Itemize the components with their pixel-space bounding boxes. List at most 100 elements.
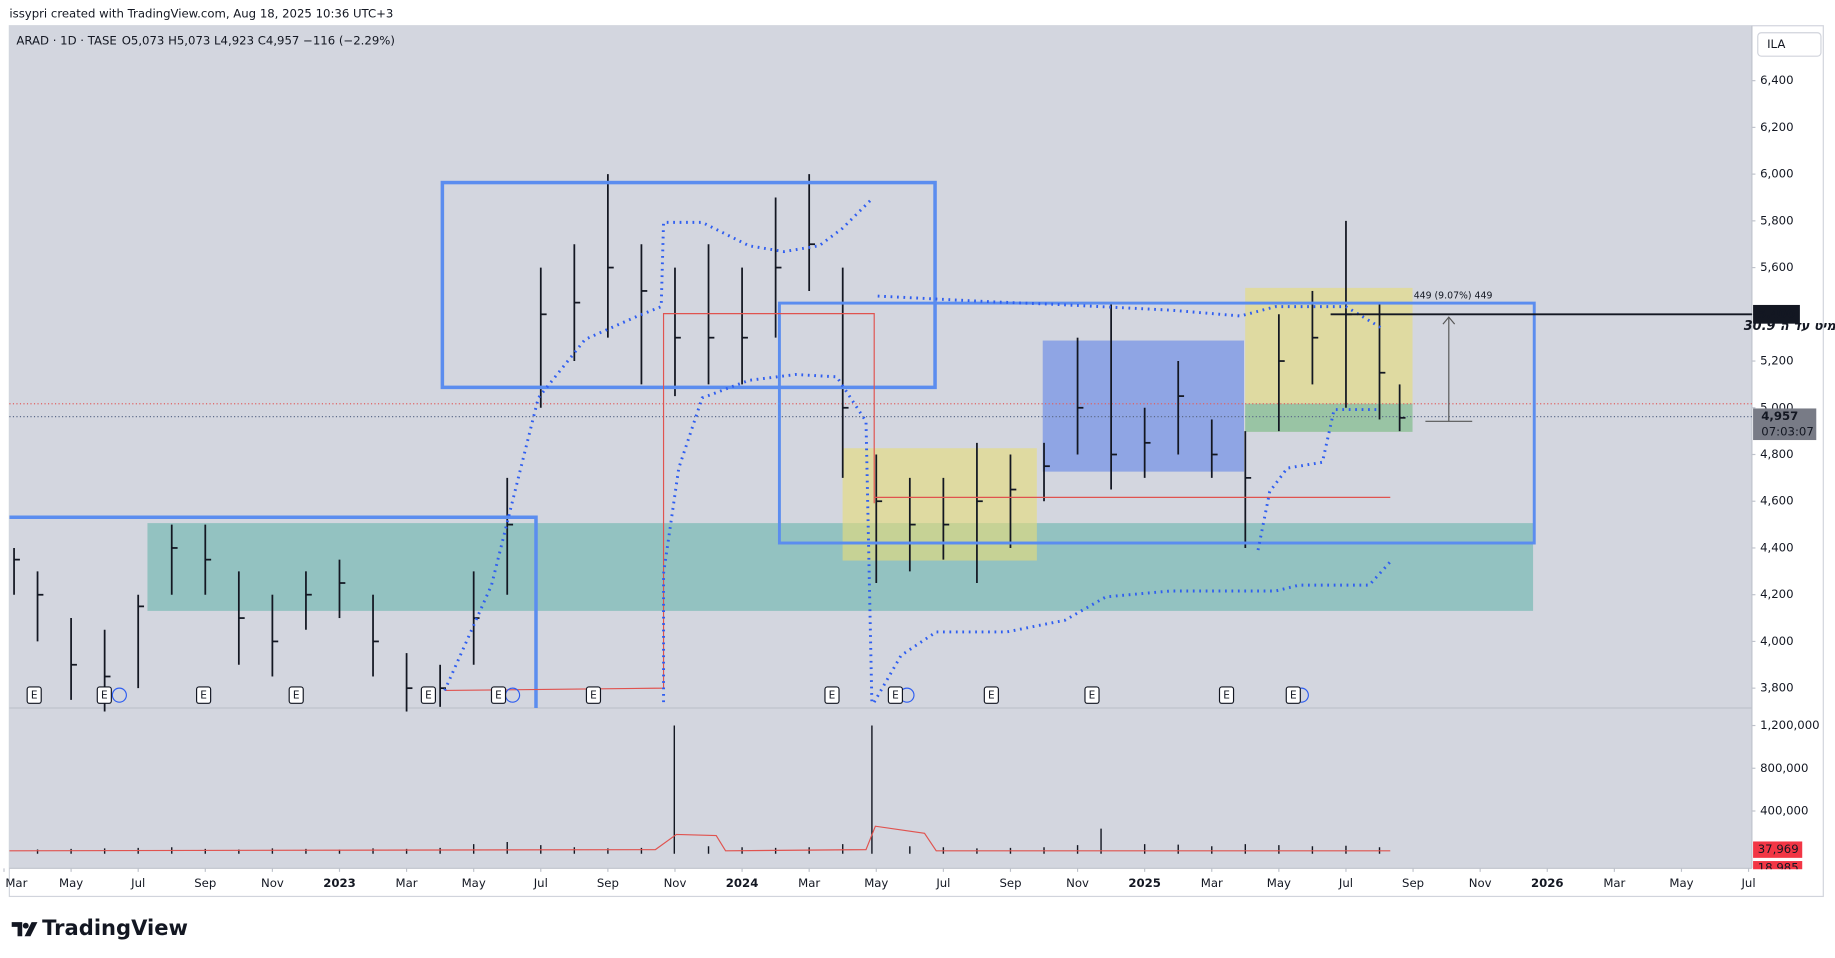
x-tick-label: May [864, 876, 888, 890]
currency: ILA [1767, 37, 1785, 51]
x-tick-label: Jul [935, 876, 950, 890]
series [13, 174, 1406, 854]
x-tick-label: Mar [5, 876, 27, 890]
zone [147, 523, 1534, 611]
credit: issypri created with TradingView.com, Au… [9, 7, 393, 21]
earnings-label: E [101, 690, 108, 702]
last-price-label: 4,957 [1761, 409, 1798, 423]
earnings-marker [96, 686, 112, 704]
earnings-marker [196, 686, 212, 704]
earnings-marker [983, 686, 999, 704]
zone [1245, 403, 1413, 432]
x-tick-label: May [462, 876, 486, 890]
x-tick-label: Nov [1469, 876, 1492, 890]
logo [11, 922, 38, 937]
y-tick-label: 6,000 [1760, 167, 1793, 181]
earnings-label: E [425, 690, 432, 702]
earnings-label: E [200, 690, 207, 702]
earnings-marker [420, 686, 436, 704]
earnings-marker [1218, 686, 1235, 704]
x-tick-label: 2026 [1531, 876, 1564, 890]
volume-ma [9, 825, 1391, 852]
earnings-label: E [1223, 690, 1230, 702]
volume-tick-label: 400,000 [1760, 803, 1808, 817]
earnings-marker [585, 686, 602, 704]
x-tick-label: Mar [1201, 876, 1223, 890]
logo-icon [11, 922, 38, 937]
earnings-marker [288, 686, 304, 704]
y-tick-label: 5,600 [1760, 260, 1793, 274]
y-tick-label: 5,200 [1760, 354, 1793, 368]
earnings-label: E [31, 690, 38, 702]
box-outline [440, 180, 937, 390]
plot-background [9, 25, 1752, 869]
x-tick-label: Mar [396, 876, 418, 890]
earnings-label: E [293, 690, 300, 702]
earnings-label: E [495, 690, 502, 702]
x-tick-label: May [1669, 876, 1693, 890]
x-tick-label: Jul [1740, 876, 1755, 890]
x-tick-label: 2024 [726, 876, 759, 890]
y-tick-label: 3,800 [1760, 681, 1793, 695]
x-tick-label: 2023 [323, 876, 356, 890]
volume-last-label: 37,969 [1758, 842, 1799, 856]
volume-ma-box [1753, 861, 1803, 870]
earnings-marker [26, 686, 42, 704]
box-outline [777, 301, 1536, 545]
logo-icon [22, 922, 29, 929]
symbol: ARAD · 1D · TASE [16, 33, 116, 47]
x-tick-label: Sep [194, 876, 216, 890]
earnings-label: E [829, 690, 836, 702]
x-tick-label: Mar [1603, 876, 1625, 890]
zone [1042, 340, 1245, 472]
y-tick-label: 4,600 [1760, 494, 1793, 508]
earnings-label: E [1290, 690, 1297, 702]
measure-arrow [1442, 316, 1456, 325]
box-outline [9, 515, 538, 709]
drawings [9, 180, 1536, 852]
drawings-fill [9, 287, 1752, 611]
dotted-band [662, 373, 874, 703]
y-tick-label: 5,800 [1760, 213, 1793, 227]
currency-box[interactable] [1757, 32, 1822, 57]
last-price-box [1753, 408, 1817, 441]
y-tick-label: 4,200 [1760, 587, 1793, 601]
x-tick-label: May [1267, 876, 1291, 890]
dividend-marker [111, 687, 127, 703]
x-tick-label: 2025 [1128, 876, 1161, 890]
brand: TradingView [42, 915, 188, 940]
ohlc-summary: O5,073 H5,073 L4,923 C4,957 −116 (−2.29%… [122, 33, 395, 47]
volume-tick-label: 800,000 [1760, 761, 1808, 775]
x-tick-label: Sep [999, 876, 1021, 890]
y-tick-label: 4,800 [1760, 447, 1793, 461]
x-tick-label: Sep [1402, 876, 1424, 890]
x-tick-label: May [59, 876, 83, 890]
dotted-band [872, 560, 1392, 703]
y-tick-label: 6,200 [1760, 120, 1793, 134]
x-tick-label: Nov [664, 876, 687, 890]
earnings-marker [1285, 686, 1301, 704]
earnings-label: E [892, 690, 899, 702]
earnings-label: E [590, 690, 597, 702]
earnings-label: E [1089, 690, 1096, 702]
x-tick-label: Mar [798, 876, 820, 890]
earnings-marker [887, 686, 904, 704]
earnings-marker [824, 686, 840, 704]
x-tick-label: Jul [130, 876, 145, 890]
x-tick-label: Jul [533, 876, 548, 890]
earnings-marker [490, 686, 507, 704]
volume-ma-label: 18,985 [1758, 861, 1799, 875]
volume-tick-label: 1,200,000 [1760, 718, 1819, 732]
y-tick-label: 4,400 [1760, 540, 1793, 554]
x-tick-label: Jul [1338, 876, 1353, 890]
earnings-label: E [988, 690, 995, 702]
x-tick-label: Nov [261, 876, 284, 890]
y-tick-label: 4,000 [1760, 634, 1793, 648]
limit-price-box [1753, 304, 1800, 324]
x-tick-label: Sep [597, 876, 619, 890]
limit-price-label: 5,400 [1758, 307, 1795, 321]
earnings-marker [1084, 686, 1100, 704]
volume-last-box [1753, 841, 1803, 858]
dotted-band [877, 294, 1382, 329]
